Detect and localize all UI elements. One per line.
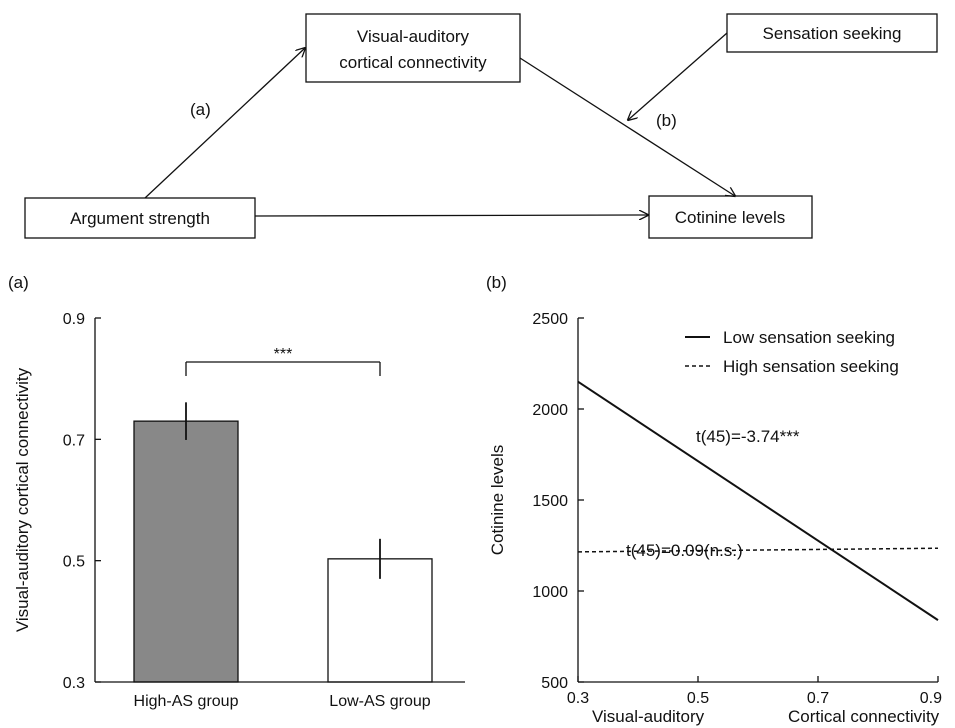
line-ytick-label-4: 2500 (532, 311, 568, 328)
annotation-high: t(45)=0.09(n.s.) (626, 541, 743, 560)
arrow-moderation (628, 32, 728, 120)
mediator-box (305, 13, 521, 83)
predictor-box (24, 197, 256, 239)
line-ytick-label-0: 500 (541, 675, 568, 692)
legend: Low sensation seeking High sensation see… (685, 328, 899, 376)
bar-ytick-label-3: 0.9 (63, 311, 85, 328)
line-x-axis-title-part1: Visual-auditory (592, 707, 705, 726)
outcome-label: Cotinine levels (675, 208, 786, 227)
line-x-axis-title-part2: Cortical connectivity (788, 707, 940, 726)
line-xtick-label-3: 0.9 (920, 690, 942, 707)
moderator-box (726, 13, 938, 53)
arrow-b (519, 57, 735, 196)
series-line-0 (577, 380, 939, 621)
bar-ytick-label-1: 0.5 (63, 554, 85, 571)
significance-label: *** (274, 346, 293, 363)
mediator-label-line2: cortical connectivity (339, 53, 487, 72)
bar-y-axis-title: Visual-auditory cortical connectivity (13, 367, 32, 632)
bar-ytick-label-2: 0.7 (63, 432, 85, 449)
panel-label-a: (a) (8, 273, 29, 292)
line-chart: 500 1000 1500 2000 2500 0.3 0.5 0.7 0.9 Cotinin… (488, 311, 942, 726)
line-xtick-label-2: 0.7 (807, 690, 829, 707)
annotation-low: t(45)=-3.74*** (696, 427, 800, 446)
panel-label-b: (b) (486, 273, 507, 292)
bar-chart: 0.3 0.5 0.7 0.9 High-AS group Low-AS group *… (13, 311, 465, 710)
edge-label-a: (a) (190, 100, 211, 119)
line-ytick-label-2: 1500 (532, 493, 568, 510)
arrow-direct (254, 215, 648, 216)
line-ytick-label-3: 2000 (532, 402, 568, 419)
legend-label-high: High sensation seeking (723, 357, 899, 376)
outcome-box (648, 195, 813, 239)
arrow-a (144, 48, 305, 199)
bar-ytick-label-0: 0.3 (63, 675, 85, 692)
bar-category-label-1: Low-AS group (329, 693, 430, 710)
mediator-label-line1: Visual-auditory (357, 27, 470, 46)
bar-0 (133, 420, 239, 683)
line-xtick-label-0: 0.3 (567, 690, 589, 707)
line-ytick-label-1: 1000 (532, 584, 568, 601)
predictor-label: Argument strength (70, 209, 210, 228)
moderator-label: Sensation seeking (763, 24, 902, 43)
legend-label-low: Low sensation seeking (723, 328, 895, 347)
line-xtick-label-1: 0.5 (687, 690, 709, 707)
edge-label-b: (b) (656, 111, 677, 130)
bar-category-label-0: High-AS group (134, 693, 239, 710)
line-y-axis-title: Cotinine levels (488, 445, 507, 556)
mediation-diagram: Visual-auditory cortical connectivity Se… (24, 13, 938, 239)
bar-1 (327, 558, 433, 683)
